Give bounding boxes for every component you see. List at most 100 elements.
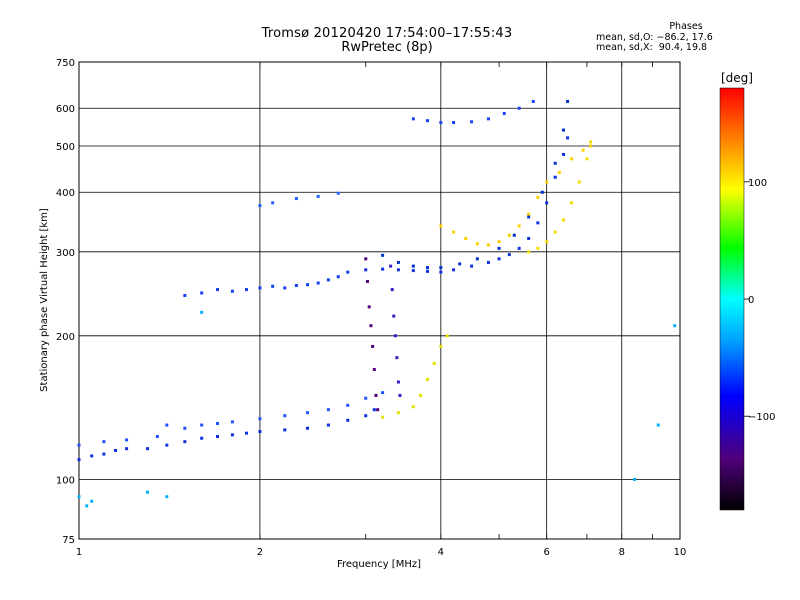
phases-heading: Phases <box>669 21 703 32</box>
data-point <box>372 408 376 412</box>
data-point <box>183 426 187 430</box>
data-point <box>294 283 298 287</box>
data-point <box>306 426 310 430</box>
y-tick-label: 400 <box>56 188 75 199</box>
data-point <box>381 267 385 271</box>
data-point <box>165 443 169 447</box>
data-point <box>230 433 234 437</box>
data-point <box>507 253 511 257</box>
colorbar-ticks: 100 0 −100 <box>744 178 775 423</box>
data-point <box>395 356 399 360</box>
data-point <box>326 423 330 427</box>
data-point <box>165 423 169 427</box>
data-point <box>557 170 561 174</box>
data-point <box>294 197 298 201</box>
data-point <box>570 157 574 161</box>
colorbar-tick-label: 100 <box>748 178 767 189</box>
phases-x-line: mean, sd,X: 90.4, 19.8 <box>596 42 708 53</box>
data-point <box>497 240 501 244</box>
data-point <box>306 283 310 287</box>
data-point <box>369 324 373 328</box>
data-point <box>183 440 187 444</box>
data-point <box>346 418 350 422</box>
y-tick-label: 600 <box>56 104 75 115</box>
data-point <box>245 288 249 292</box>
data-point <box>336 191 340 195</box>
data-point <box>389 264 393 268</box>
data-point <box>396 260 400 264</box>
data-point <box>364 268 368 272</box>
data-point <box>545 180 549 184</box>
data-point <box>527 212 531 216</box>
data-point <box>365 279 369 283</box>
data-point <box>258 286 262 290</box>
y-tick-label: 300 <box>56 248 75 259</box>
y-axis-label: Stationary phase Virtual Height [km] <box>39 208 50 392</box>
data-point <box>475 257 479 261</box>
data-point <box>452 268 456 272</box>
data-point <box>90 454 94 458</box>
data-point <box>306 411 310 415</box>
data-point <box>346 270 350 274</box>
data-point <box>475 242 479 246</box>
data-point <box>258 204 262 208</box>
x-tick-label: 1 <box>76 547 82 558</box>
data-point <box>155 435 159 439</box>
data-point <box>102 452 106 456</box>
colorbar <box>719 87 745 511</box>
data-point <box>517 106 521 110</box>
data-point <box>425 269 429 273</box>
data-point <box>393 334 397 338</box>
data-point <box>458 262 462 266</box>
data-point <box>258 430 262 434</box>
data-point <box>364 414 368 418</box>
data-point <box>85 504 89 508</box>
x-tick-label: 6 <box>543 547 549 558</box>
colorbar-label: [deg] <box>721 71 753 85</box>
data-point <box>183 293 187 297</box>
data-point <box>425 119 429 123</box>
data-point <box>632 477 636 481</box>
data-point <box>77 458 81 462</box>
data-point <box>381 253 385 257</box>
data-point <box>215 288 219 292</box>
data-point <box>200 436 204 440</box>
data-point <box>464 236 468 240</box>
data-point <box>390 288 394 292</box>
data-point <box>374 393 378 397</box>
data-point <box>77 443 81 447</box>
data-point <box>486 117 490 121</box>
data-point <box>439 344 443 348</box>
data-point <box>364 396 368 400</box>
data-point <box>200 291 204 295</box>
data-point <box>553 230 557 234</box>
data-point <box>346 403 350 407</box>
data-point <box>536 195 540 199</box>
data-point <box>145 447 149 451</box>
x-axis-label: Frequency [MHz] <box>337 559 421 570</box>
x-tick-label: 8 <box>619 547 625 558</box>
data-point <box>527 250 531 254</box>
data-point <box>381 415 385 419</box>
axis-ticks: 1 2 4 6 8 10 75 100 200 300 400 500 600 750 <box>56 58 686 558</box>
data-point <box>470 120 474 124</box>
data-point <box>545 240 549 244</box>
data-point <box>376 408 380 412</box>
data-point <box>486 260 490 264</box>
plot-frame <box>78 61 681 540</box>
data-point <box>497 257 501 261</box>
data-point <box>364 257 368 261</box>
data-point <box>452 121 456 125</box>
data-point <box>577 180 581 184</box>
data-point <box>517 224 521 228</box>
data-point <box>200 310 204 314</box>
data-point <box>230 289 234 293</box>
x-tick-label: 10 <box>674 547 687 558</box>
data-point <box>527 236 531 240</box>
data-point <box>90 499 94 503</box>
data-point <box>507 233 511 237</box>
data-point <box>566 99 570 103</box>
data-points <box>77 99 677 508</box>
data-point <box>439 270 443 274</box>
data-point <box>326 278 330 282</box>
